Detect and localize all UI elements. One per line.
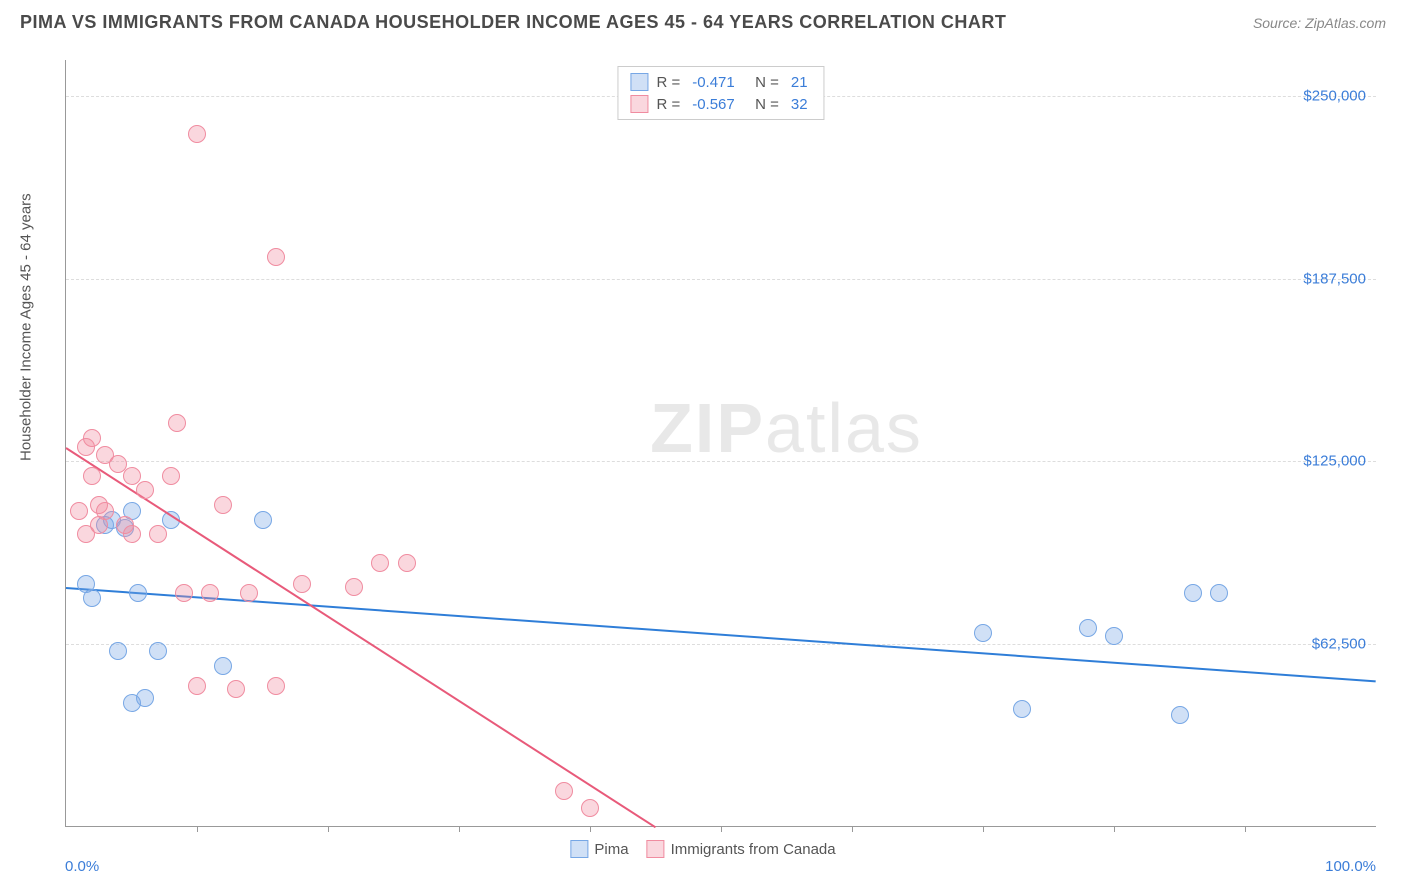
watermark: ZIPatlas [650, 388, 923, 468]
legend-r-label: R = [656, 74, 680, 91]
data-point [136, 689, 154, 707]
data-point [398, 554, 416, 572]
legend-n-value: 32 [791, 96, 808, 113]
data-point [83, 589, 101, 607]
gridline [66, 279, 1376, 280]
data-point [83, 467, 101, 485]
legend-correlation: R = -0.471 N = 21R = -0.567 N = 32 [617, 66, 824, 120]
x-tick [1114, 826, 1115, 832]
source-label: Source: ZipAtlas.com [1253, 15, 1386, 31]
data-point [1184, 584, 1202, 602]
legend-r-value: -0.567 [692, 96, 735, 113]
trend-line [65, 447, 656, 828]
legend-swatch-icon [630, 95, 648, 113]
x-tick [721, 826, 722, 832]
y-tick-label: $62,500 [1312, 635, 1366, 652]
data-point [168, 414, 186, 432]
legend-n-value: 21 [791, 74, 808, 91]
data-point [214, 496, 232, 514]
x-tick [1245, 826, 1246, 832]
gridline [66, 461, 1376, 462]
data-point [267, 677, 285, 695]
data-point [175, 584, 193, 602]
data-point [83, 429, 101, 447]
legend-r-label: R = [656, 96, 680, 113]
data-point [267, 248, 285, 266]
legend-n-label: N = [747, 96, 779, 113]
legend-swatch-icon [647, 840, 665, 858]
chart-container: Householder Income Ages 45 - 64 years ZI… [20, 50, 1386, 872]
data-point [581, 799, 599, 817]
data-point [214, 657, 232, 675]
data-point [555, 782, 573, 800]
x-tick [459, 826, 460, 832]
data-point [974, 624, 992, 642]
legend-series-item: Pima [570, 840, 628, 858]
x-tick [590, 826, 591, 832]
x-tick [983, 826, 984, 832]
legend-r-value: -0.471 [692, 74, 735, 91]
data-point [371, 554, 389, 572]
data-point [123, 467, 141, 485]
data-point [201, 584, 219, 602]
legend-row: R = -0.471 N = 21 [630, 71, 811, 93]
legend-series-label: Immigrants from Canada [671, 841, 836, 858]
legend-n-label: N = [747, 74, 779, 91]
data-point [1171, 706, 1189, 724]
x-max-label: 100.0% [1325, 858, 1376, 875]
legend-row: R = -0.567 N = 32 [630, 93, 811, 115]
x-min-label: 0.0% [65, 858, 99, 875]
trend-line [66, 587, 1376, 682]
legend-swatch-icon [570, 840, 588, 858]
legend-swatch-icon [630, 73, 648, 91]
data-point [123, 525, 141, 543]
data-point [149, 642, 167, 660]
data-point [188, 125, 206, 143]
data-point [149, 525, 167, 543]
x-tick [197, 826, 198, 832]
legend-series: Pima Immigrants from Canada [570, 840, 835, 858]
y-tick-label: $125,000 [1303, 453, 1366, 470]
data-point [162, 467, 180, 485]
data-point [293, 575, 311, 593]
data-point [70, 502, 88, 520]
x-tick [328, 826, 329, 832]
data-point [254, 511, 272, 529]
y-tick-label: $250,000 [1303, 88, 1366, 105]
data-point [1079, 619, 1097, 637]
data-point [1013, 700, 1031, 718]
data-point [136, 481, 154, 499]
data-point [109, 642, 127, 660]
data-point [227, 680, 245, 698]
legend-series-item: Immigrants from Canada [647, 840, 836, 858]
data-point [345, 578, 363, 596]
chart-title: PIMA VS IMMIGRANTS FROM CANADA HOUSEHOLD… [20, 12, 1006, 33]
legend-series-label: Pima [594, 841, 628, 858]
data-point [96, 502, 114, 520]
data-point [1210, 584, 1228, 602]
data-point [240, 584, 258, 602]
data-point [188, 677, 206, 695]
y-tick-label: $187,500 [1303, 270, 1366, 287]
data-point [129, 584, 147, 602]
gridline [66, 644, 1376, 645]
x-tick [852, 826, 853, 832]
y-axis-title: Householder Income Ages 45 - 64 years [18, 193, 35, 461]
plot-area: ZIPatlas R = -0.471 N = 21R = -0.567 N =… [65, 60, 1376, 827]
data-point [1105, 627, 1123, 645]
